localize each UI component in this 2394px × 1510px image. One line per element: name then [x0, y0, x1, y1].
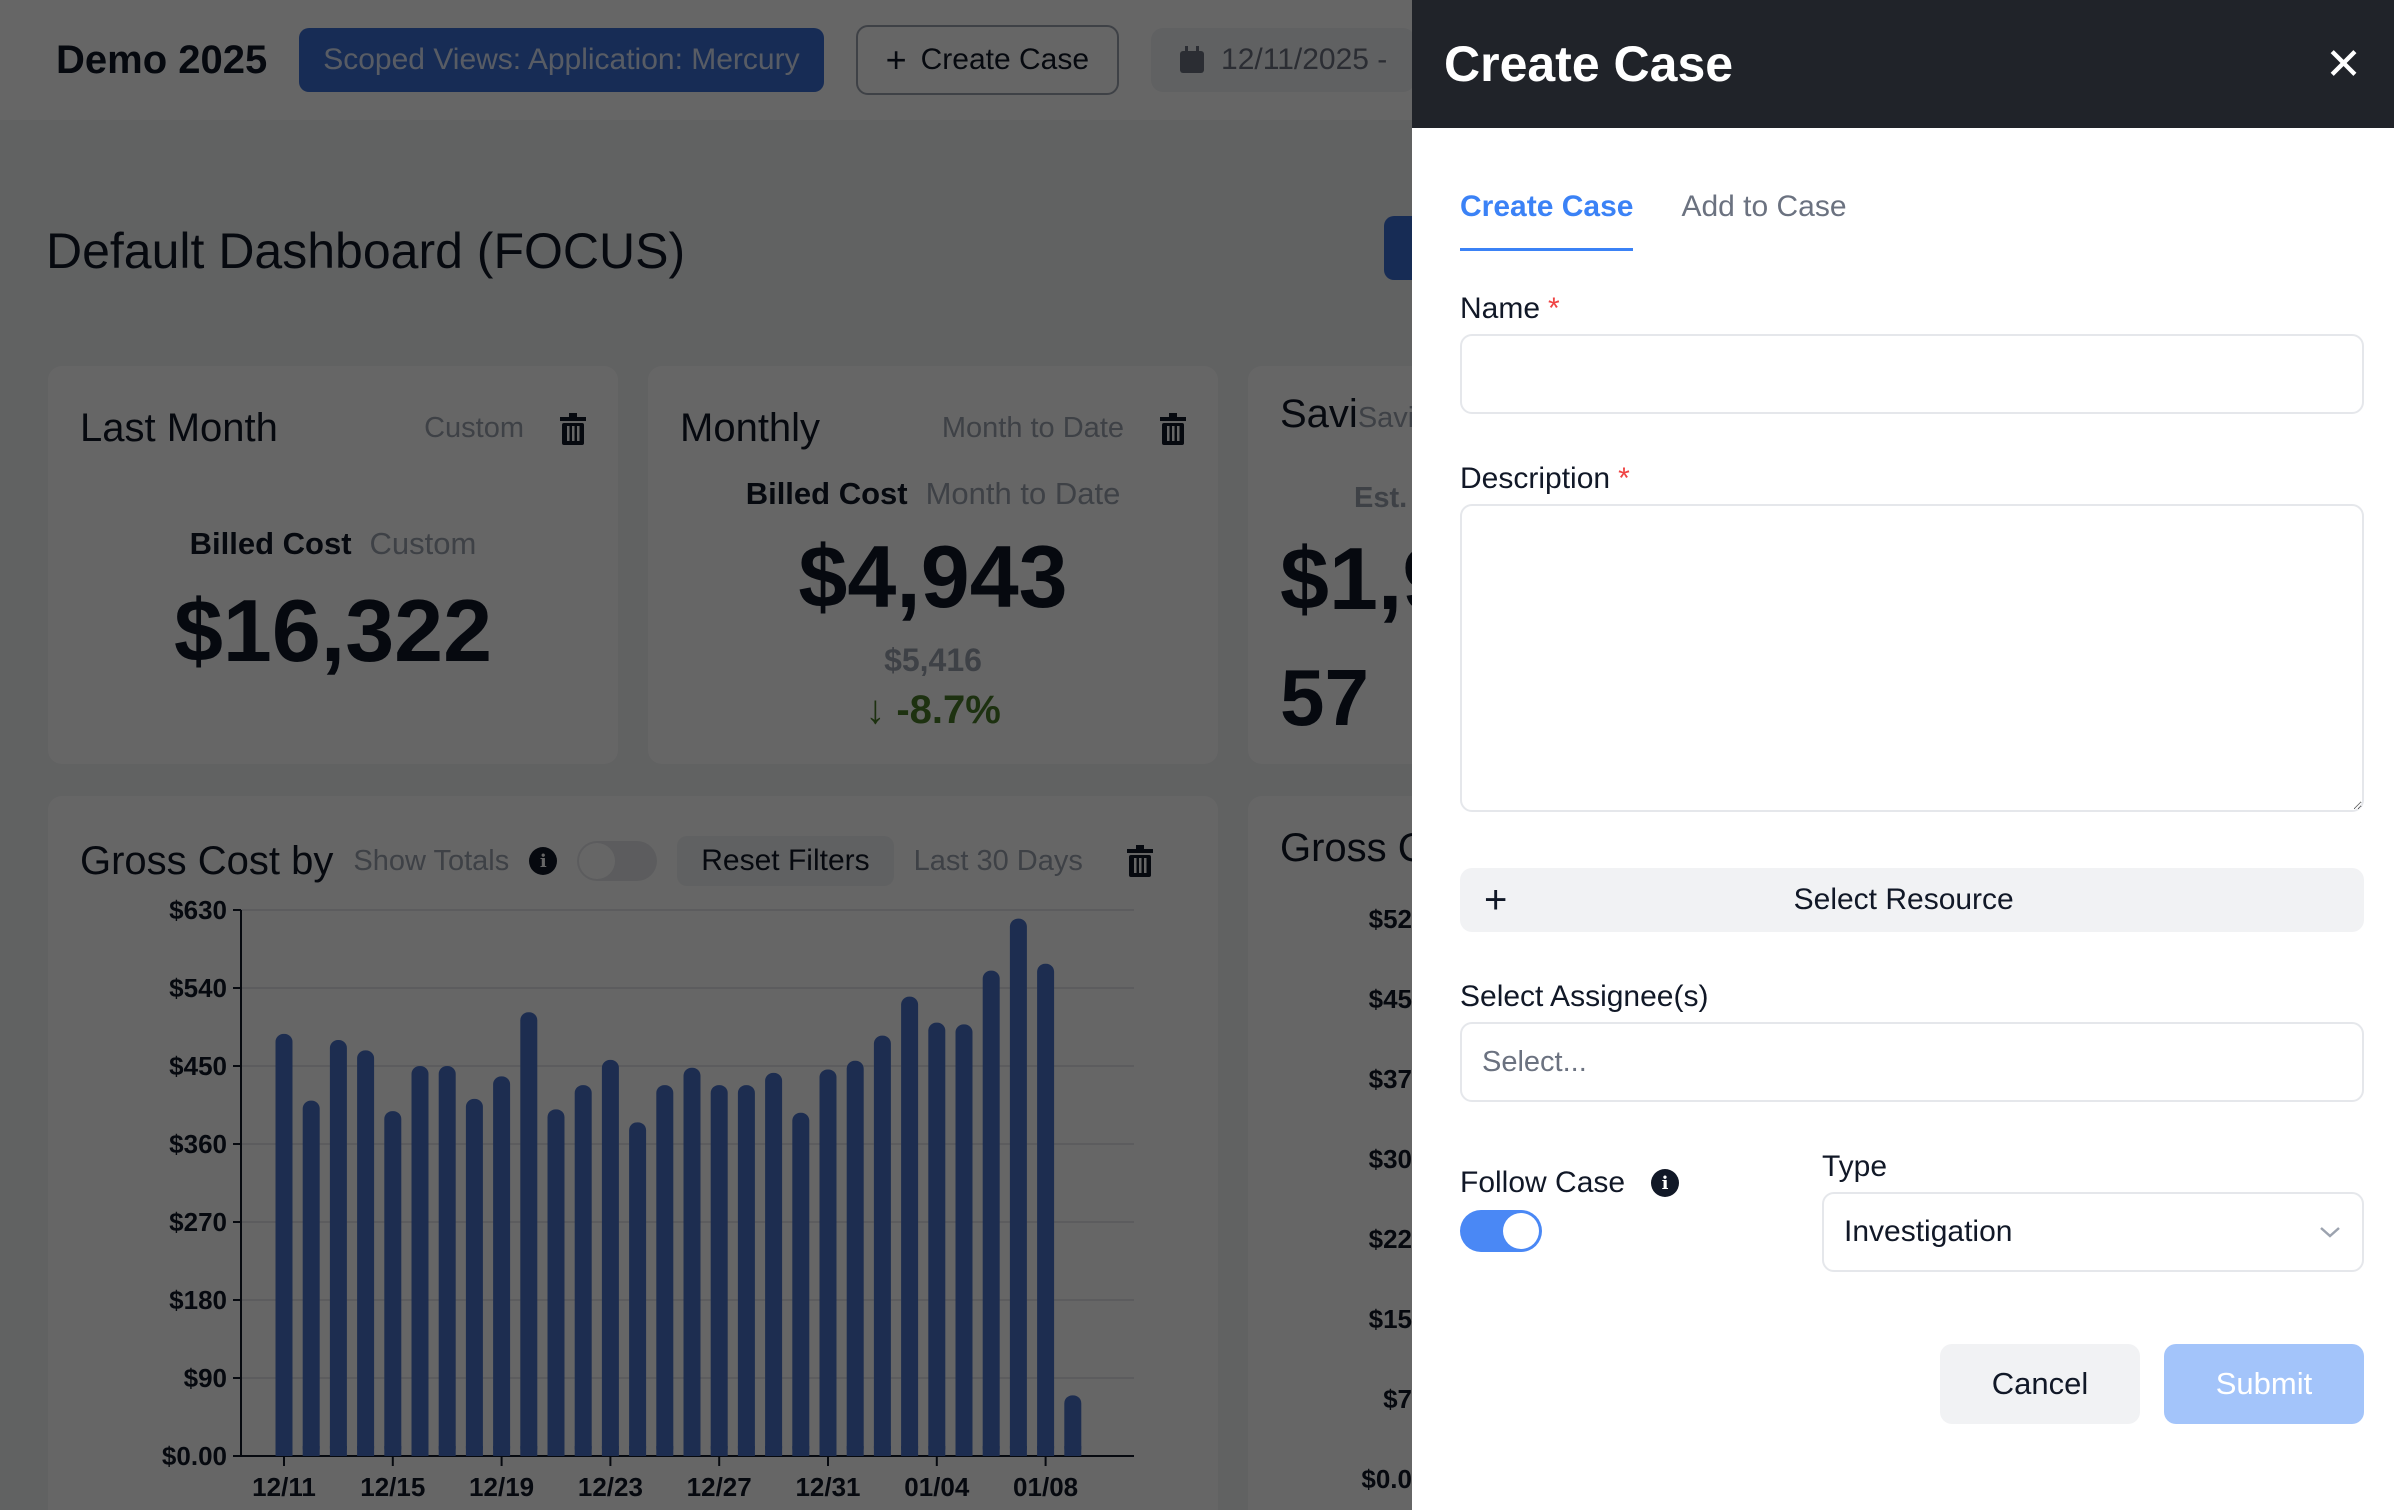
description-label: Description * [1460, 462, 1630, 495]
close-icon[interactable]: ✕ [2325, 39, 2362, 89]
type-label: Type [1822, 1150, 1888, 1183]
create-case-drawer: Create Case ✕ Create Case Add to Case Na… [1412, 0, 2394, 1510]
type-select[interactable]: Investigation [1822, 1192, 2364, 1272]
assignee-select[interactable] [1460, 1022, 2364, 1102]
drawer-header: Create Case ✕ [1412, 0, 2394, 128]
info-icon[interactable]: i [1651, 1169, 1680, 1197]
select-resource-button[interactable]: + Select Resource [1460, 868, 2364, 932]
tab-add-to-case[interactable]: Add to Case [1681, 190, 1847, 223]
plus-icon: + [1484, 877, 1508, 922]
chevron-down-icon [2320, 1227, 2340, 1238]
select-resource-label: Select Resource [1793, 883, 2014, 916]
follow-case-toggle[interactable] [1460, 1210, 1542, 1252]
follow-case-label: Follow Case i [1460, 1166, 1680, 1200]
drawer-title: Create Case [1444, 36, 1734, 92]
modal-backdrop[interactable] [0, 0, 1412, 1510]
name-label: Name * [1460, 292, 1560, 325]
name-input[interactable] [1460, 334, 2364, 414]
type-value: Investigation [1844, 1215, 2013, 1248]
description-textarea[interactable] [1460, 504, 2364, 812]
drawer-tabs: Create Case Add to Case [1460, 190, 1847, 251]
cancel-button[interactable]: Cancel [1940, 1344, 2140, 1424]
assignee-label: Select Assignee(s) [1460, 980, 1709, 1013]
submit-button[interactable]: Submit [2164, 1344, 2364, 1424]
tab-create-case[interactable]: Create Case [1460, 190, 1634, 251]
